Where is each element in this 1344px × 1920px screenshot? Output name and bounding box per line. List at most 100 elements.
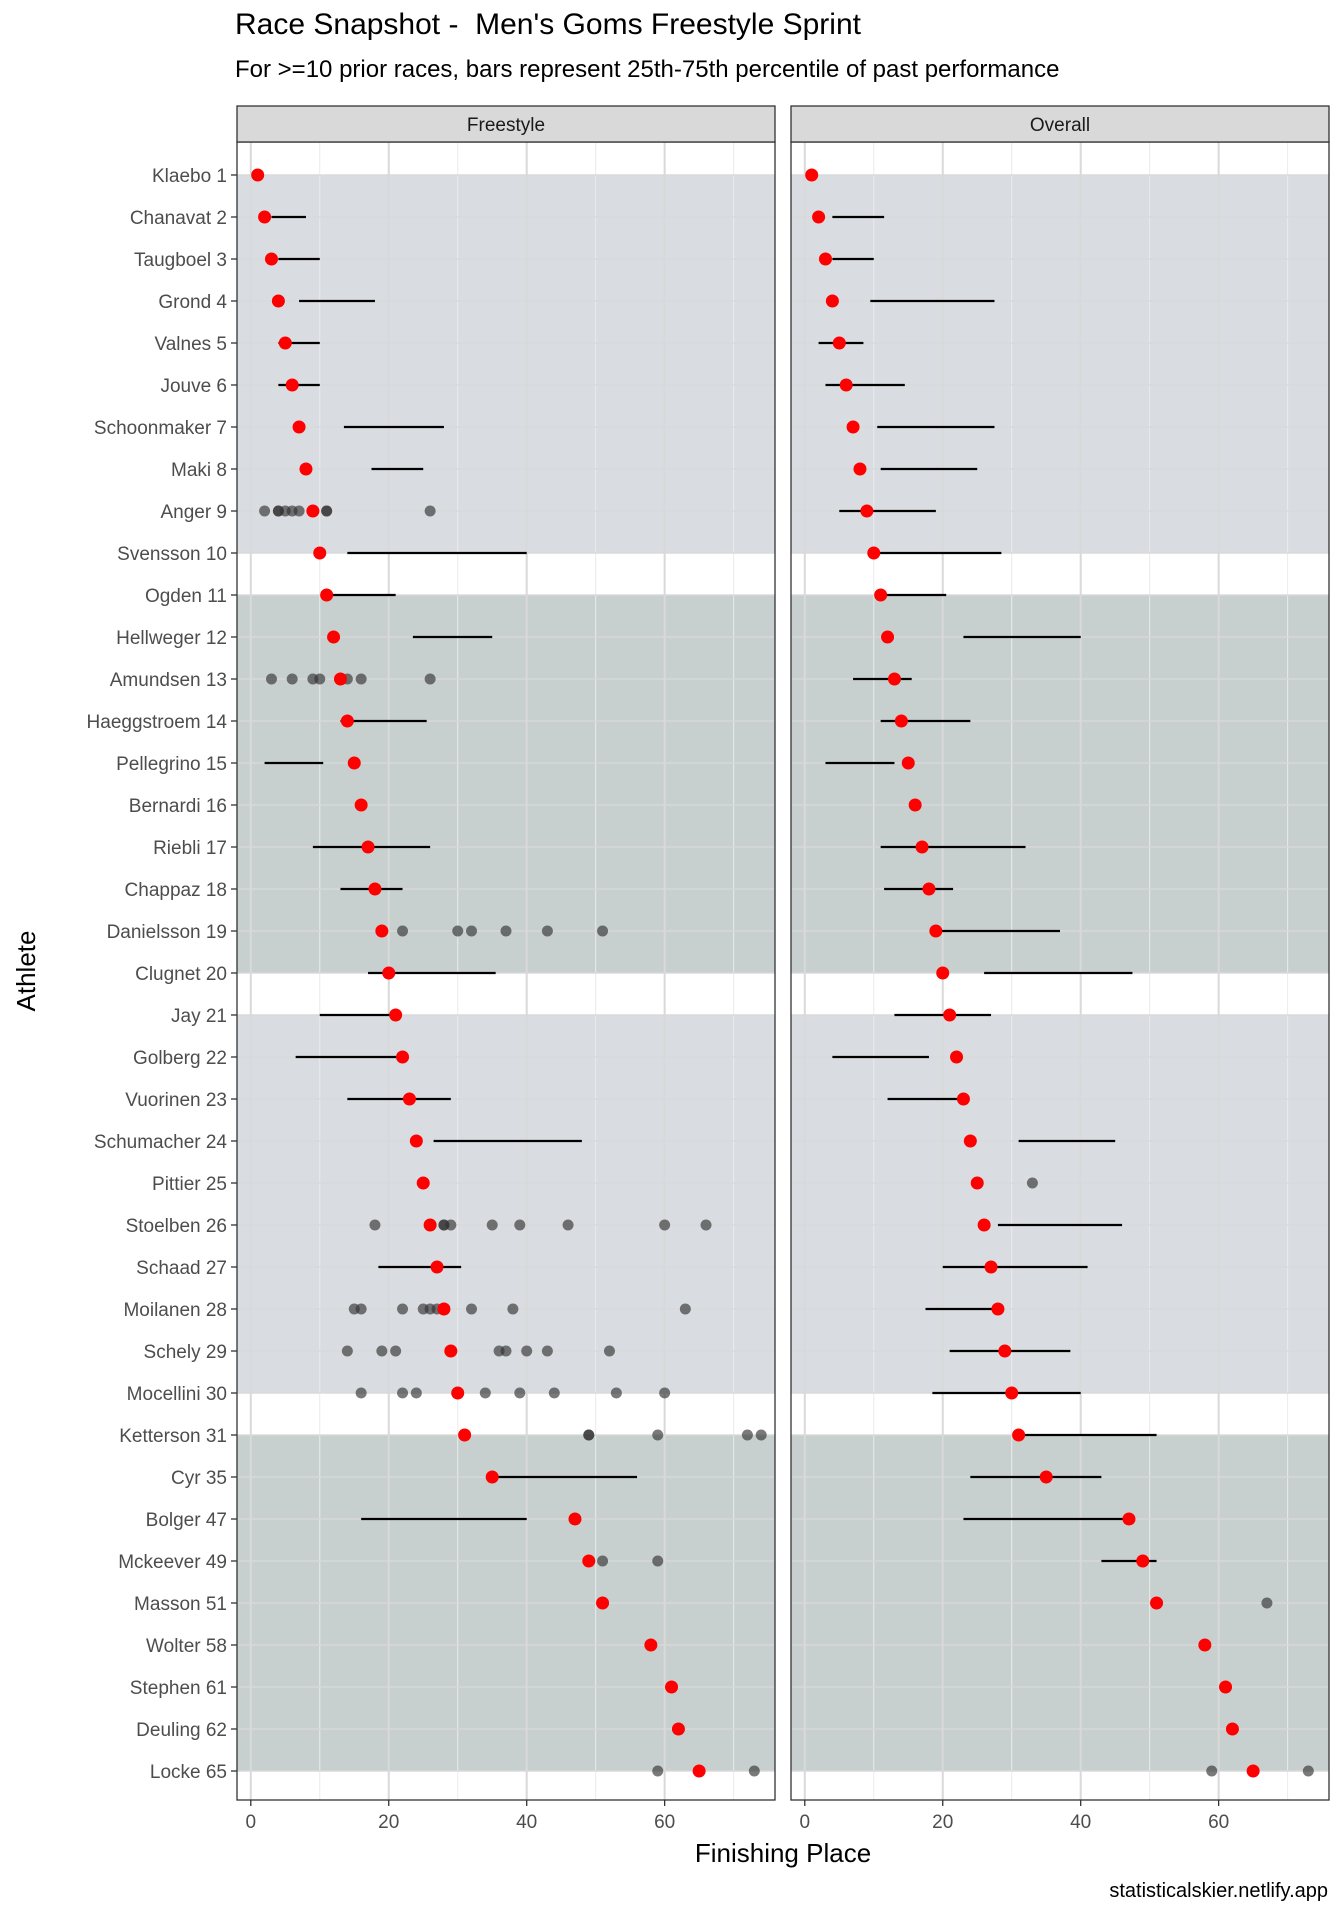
- x-tick-label: 20: [932, 1812, 953, 1833]
- current-place-point: [568, 1512, 582, 1526]
- x-tick-label: 40: [516, 1812, 537, 1833]
- current-place-point: [327, 630, 341, 644]
- past-result-point: [659, 1387, 671, 1399]
- y-tick-label: Danielsson 19: [107, 922, 227, 943]
- past-result-point: [610, 1387, 622, 1399]
- chart-subtitle: For >=10 prior races, bars represent 25t…: [235, 56, 1060, 83]
- past-result-point: [355, 673, 367, 685]
- current-place-point: [977, 1218, 991, 1232]
- x-axis-label: Finishing Place: [695, 1838, 871, 1868]
- current-place-point: [278, 336, 292, 350]
- past-result-point: [541, 1345, 553, 1357]
- y-tick-label: Jouve 6: [160, 376, 227, 397]
- current-place-point: [437, 1302, 451, 1316]
- past-result-point: [541, 925, 553, 937]
- past-result-point: [755, 1429, 767, 1441]
- current-place-point: [389, 1008, 403, 1022]
- current-place-point: [368, 882, 382, 896]
- past-result-point: [424, 673, 436, 685]
- current-place-point: [1198, 1638, 1212, 1652]
- current-place-point: [991, 1302, 1005, 1316]
- y-tick-label: Cyr 35: [171, 1468, 227, 1489]
- current-place-point: [867, 546, 881, 560]
- place-band-3: [791, 1015, 1329, 1393]
- current-place-point: [340, 714, 354, 728]
- past-result-point: [410, 1387, 422, 1399]
- past-result-point: [603, 1345, 615, 1357]
- past-result-point: [445, 1219, 457, 1231]
- current-place-point: [825, 294, 839, 308]
- current-place-point: [943, 1008, 957, 1022]
- current-place-point: [333, 672, 347, 686]
- current-place-point: [1136, 1554, 1150, 1568]
- current-place-point: [1219, 1680, 1233, 1694]
- past-result-point: [286, 673, 298, 685]
- y-tick-label: Schumacher 24: [94, 1132, 228, 1153]
- past-result-point: [748, 1765, 760, 1777]
- current-place-point: [901, 756, 915, 770]
- current-place-point: [375, 924, 389, 938]
- y-tick-label: Hellweger 12: [116, 628, 227, 649]
- past-result-point: [314, 673, 326, 685]
- past-result-point: [397, 925, 409, 937]
- y-tick-label: Bolger 47: [146, 1510, 227, 1531]
- y-tick-label: Schaad 27: [136, 1258, 227, 1279]
- past-result-point: [452, 925, 464, 937]
- past-result-point: [652, 1429, 664, 1441]
- current-place-point: [382, 966, 396, 980]
- current-place-point: [306, 504, 320, 518]
- current-place-point: [582, 1554, 596, 1568]
- current-place-point: [936, 966, 950, 980]
- current-place-point: [929, 924, 943, 938]
- past-result-point: [341, 1345, 353, 1357]
- y-tick-label: Chanavat 2: [130, 208, 227, 229]
- place-band-2: [791, 595, 1329, 973]
- past-result-point: [355, 1303, 367, 1315]
- past-result-point: [466, 925, 478, 937]
- past-result-point: [397, 1387, 409, 1399]
- place-band-1: [791, 175, 1329, 553]
- current-place-point: [692, 1764, 706, 1778]
- current-place-point: [998, 1344, 1012, 1358]
- current-place-point: [970, 1176, 984, 1190]
- past-result-point: [583, 1429, 595, 1441]
- y-tick-label: Ketterson 31: [119, 1426, 227, 1447]
- current-place-point: [950, 1050, 964, 1064]
- y-axis-label: Athlete: [11, 931, 41, 1012]
- current-place-point: [596, 1596, 610, 1610]
- current-place-point: [285, 378, 299, 392]
- panel-freestyle: Freestyle 0 20 40 60: [236, 105, 776, 1833]
- x-tick-label: 40: [1070, 1812, 1091, 1833]
- past-result-point: [369, 1219, 381, 1231]
- past-result-point: [521, 1345, 533, 1357]
- current-place-point: [805, 168, 819, 182]
- y-tick-label: Haeggstroem 14: [87, 712, 228, 733]
- past-result-point: [597, 925, 609, 937]
- facet-strip-label: Freestyle: [467, 115, 545, 136]
- current-place-point: [881, 630, 895, 644]
- current-place-point: [1005, 1386, 1019, 1400]
- current-place-point: [915, 840, 929, 854]
- current-place-point: [887, 672, 901, 686]
- current-place-point: [963, 1134, 977, 1148]
- panel-overall: Overall 0 20 40 60: [790, 105, 1330, 1833]
- current-place-point: [444, 1344, 458, 1358]
- y-tick-label: Vuorinen 23: [125, 1090, 227, 1111]
- x-tick-label: 0: [246, 1812, 257, 1833]
- current-place-point: [396, 1050, 410, 1064]
- current-place-point: [908, 798, 922, 812]
- y-tick-label: Schely 29: [144, 1342, 227, 1363]
- current-place-point: [832, 336, 846, 350]
- chart-caption: statisticalskier.netlify.app: [1109, 1880, 1328, 1902]
- current-place-point: [299, 462, 313, 476]
- current-place-point: [839, 378, 853, 392]
- past-result-point: [265, 673, 277, 685]
- past-result-point: [548, 1387, 560, 1399]
- y-tick-label: Pellegrino 15: [116, 754, 227, 775]
- past-result-point: [1302, 1765, 1314, 1777]
- current-place-point: [430, 1260, 444, 1274]
- past-result-point: [597, 1555, 609, 1567]
- y-tick-label: Jay 21: [171, 1006, 227, 1027]
- y-tick-label: Anger 9: [160, 502, 227, 523]
